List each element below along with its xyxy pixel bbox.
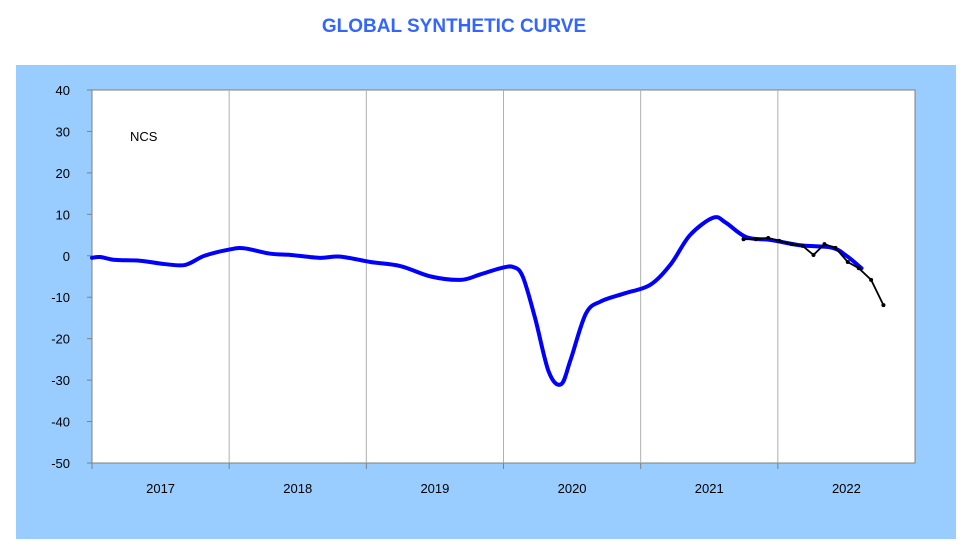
data-point-ncs-monthly [856,266,861,271]
y-tick-label: -50 [51,456,70,471]
x-tick-label: 2018 [283,481,312,496]
y-tick-label: 0 [63,249,70,264]
series-line-ncs-smoothed [90,215,864,387]
data-point-ncs-monthly [845,259,850,264]
y-tick-label: 30 [56,124,70,139]
data-point-ncs-monthly [833,245,838,250]
data-point-ncs-monthly [881,303,886,308]
y-tick-label: -30 [51,373,70,388]
y-tick-label: 20 [56,166,70,181]
data-point-ncs-monthly [753,237,758,242]
data-point-ncs-monthly [869,277,874,282]
x-tick-label: 2020 [558,481,587,496]
data-point-ncs-monthly [741,237,746,242]
x-tick-label: 2021 [695,481,724,496]
data-point-ncs-monthly [822,242,827,247]
y-tick-label: -40 [51,415,70,430]
y-tick-label: 10 [56,207,70,222]
y-tick-label: -10 [51,290,70,305]
data-point-ncs-monthly [789,242,794,247]
data-point-ncs-monthly [800,243,805,248]
data-point-ncs-monthly [811,252,816,257]
data-point-ncs-monthly [777,238,782,243]
x-tick-label: 2019 [420,481,449,496]
chart-title: GLOBAL SYNTHETIC CURVE [321,16,587,37]
y-tick-label: 40 [56,83,70,98]
x-tick-label: 2017 [146,481,175,496]
series-annotation: NCS [130,129,158,144]
y-tick-label: -20 [51,332,70,347]
x-tick-label: 2022 [832,481,861,496]
data-point-ncs-monthly [766,235,771,240]
